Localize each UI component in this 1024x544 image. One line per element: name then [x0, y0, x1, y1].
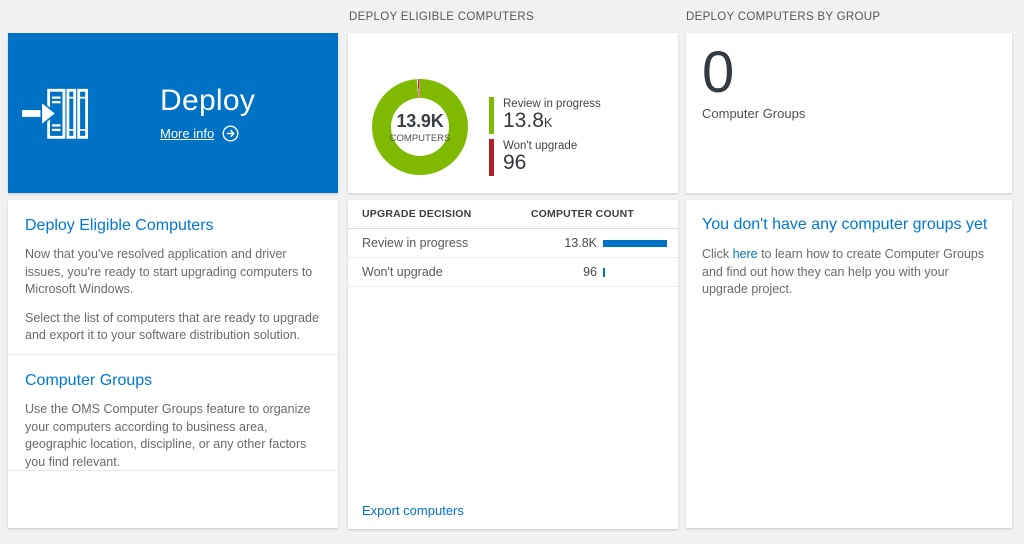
deploy-eligible-computers-heading: Deploy Eligible Computers [25, 217, 214, 234]
row-value-bar [603, 267, 605, 277]
more-info-link[interactable]: More info [160, 126, 215, 141]
export-computers-link[interactable]: Export computers [362, 503, 464, 518]
computer-groups-count-tile[interactable]: 0 Computer Groups [686, 33, 1012, 193]
deploy-eligible-computers-section: Deploy Eligible Computers Now that you'v… [8, 200, 338, 354]
arrow-right-circle-icon[interactable] [222, 125, 239, 142]
deploy-title: Deploy [160, 84, 256, 117]
column-header-computer-count: COMPUTER COUNT [530, 208, 634, 220]
legend-item-review-in-progress[interactable]: Review in progress 13.8K [489, 97, 601, 134]
donut-total-label: COMPUTERS [389, 132, 451, 144]
empty-state-heading: You don't have any computer groups yet [702, 216, 988, 233]
legend-item-wont-upgrade[interactable]: Won't upgrade 96 [489, 139, 601, 176]
legend-swatch-green [489, 97, 494, 134]
computer-groups-paragraph: Use the OMS Computer Groups feature to o… [25, 402, 311, 469]
legend-swatch-red [489, 139, 494, 176]
deploy-icon [22, 88, 89, 139]
column-header-upgrade-decision: UPGRADE DECISION [362, 208, 472, 220]
section-header-deploy-eligible-computers: DEPLOY ELIGIBLE COMPUTERS [349, 11, 534, 23]
empty-state-text-after: to learn how to create Computer Groups a… [702, 247, 985, 296]
legend-label: Review in progress [503, 98, 601, 110]
info-panel-footer [8, 470, 338, 528]
empty-state-text: Click here to learn how to create Comput… [702, 246, 996, 299]
row-bar-container [603, 267, 667, 277]
here-link[interactable]: here [732, 247, 758, 261]
deploy-info-panel: Deploy Eligible Computers Now that you'v… [8, 200, 338, 528]
donut-total-value: 13.9K [396, 110, 444, 131]
deploy-eligible-paragraph-2: Select the list of computers that are re… [25, 310, 319, 343]
row-bar-container [603, 239, 667, 247]
row-label: Review in progress [362, 236, 469, 250]
legend-value-number: 96 [503, 151, 527, 174]
section-header-deploy-computers-by-group: DEPLOY COMPUTERS BY GROUP [686, 11, 881, 23]
upgrade-decision-table-panel: UPGRADE DECISION COMPUTER COUNT Review i… [348, 200, 678, 529]
donut-center: 13.9K COMPUTERS [389, 98, 451, 156]
table-row-review-in-progress[interactable]: Review in progress 13.8K [348, 229, 678, 258]
row-label: Won't upgrade [362, 265, 443, 279]
deploy-blade-tile[interactable]: Deploy More info [8, 33, 338, 193]
legend-value-unit: K [543, 115, 553, 130]
computer-groups-empty-panel: You don't have any computer groups yet C… [686, 200, 1012, 528]
eligible-computers-donut-tile[interactable]: 13.9K COMPUTERS Review in progress 13.8K… [348, 33, 678, 193]
legend-label: Won't upgrade [503, 140, 578, 152]
legend-value: 13.8K [503, 110, 601, 134]
row-value-bar [603, 239, 667, 247]
table-row-wont-upgrade[interactable]: Won't upgrade 96 [348, 258, 678, 287]
legend-value: 96 [503, 152, 577, 176]
computer-groups-count-label: Computer Groups [702, 106, 806, 121]
row-value: 96 [583, 265, 597, 279]
deploy-eligible-paragraph-1: Now that you've resolved application and… [25, 247, 313, 296]
donut-legend: Review in progress 13.8K Won't upgrade 9… [489, 97, 601, 176]
donut-chart[interactable]: 13.9K COMPUTERS [372, 79, 468, 175]
row-value: 13.8K [564, 236, 597, 250]
computer-groups-count: 0 [702, 40, 735, 105]
computer-groups-section: Computer Groups Use the OMS Computer Gro… [8, 354, 338, 470]
empty-state-text-before: Click [702, 247, 733, 261]
table-header-row: UPGRADE DECISION COMPUTER COUNT [348, 200, 678, 229]
computer-groups-heading: Computer Groups [25, 372, 153, 389]
legend-value-number: 13.8 [503, 109, 544, 132]
